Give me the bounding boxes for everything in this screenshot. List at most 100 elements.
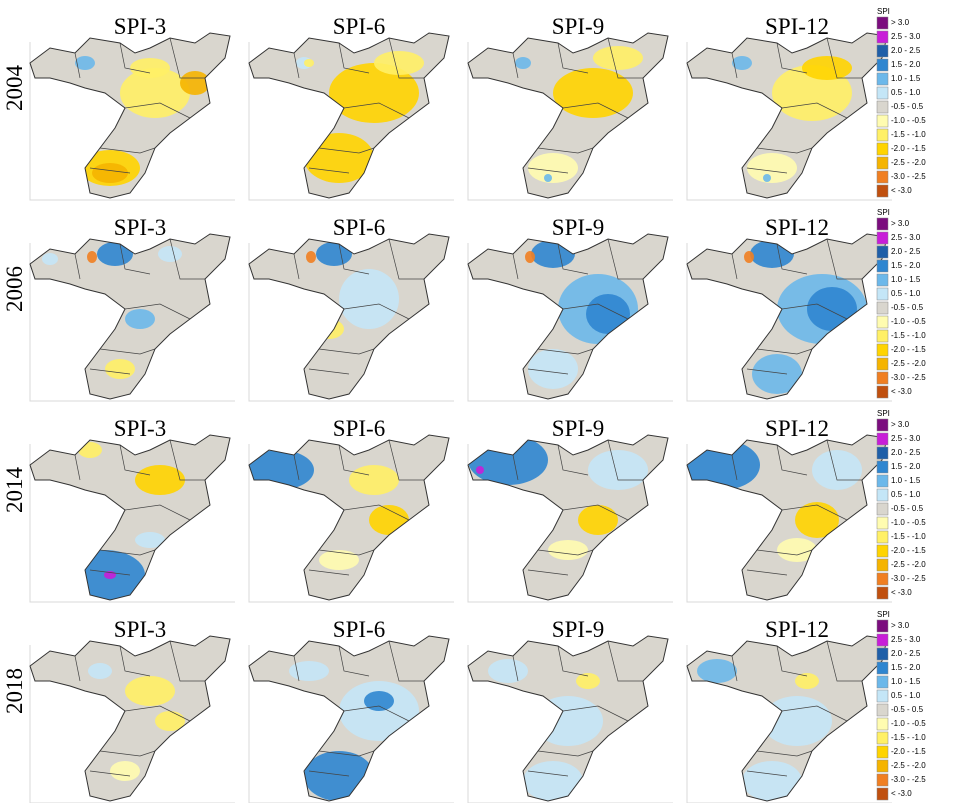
legend-label: 1.5 - 2.0	[891, 261, 921, 270]
map	[468, 234, 668, 399]
legend-label: < -3.0	[891, 789, 912, 798]
legend-swatch	[877, 531, 888, 543]
legend-swatch	[877, 274, 888, 286]
legend-label: 0.5 - 1.0	[891, 88, 921, 97]
spi-field	[684, 440, 760, 490]
spi-field	[468, 435, 548, 485]
legend-swatch	[877, 316, 888, 328]
legend-swatch	[877, 87, 888, 99]
spi-field	[515, 57, 531, 69]
spi-field	[697, 659, 737, 683]
legend-swatch	[877, 101, 888, 113]
spi-field	[92, 163, 128, 183]
legend-swatch	[877, 17, 888, 29]
legend-title: SPI	[877, 7, 890, 16]
legend-title: SPI	[877, 208, 890, 217]
spi-field	[97, 242, 133, 266]
map	[684, 435, 887, 600]
legend-label: -3.0 - -2.5	[891, 172, 926, 181]
map	[30, 33, 230, 198]
legend-swatch	[877, 157, 888, 169]
panel-title: SPI-3	[114, 617, 166, 642]
legend-label: -2.5 - -2.0	[891, 560, 926, 569]
legend-label: 1.0 - 1.5	[891, 476, 921, 485]
legend-label: 1.0 - 1.5	[891, 677, 921, 686]
legend-label: 1.0 - 1.5	[891, 275, 921, 284]
map	[468, 636, 668, 801]
spi-field	[795, 673, 819, 689]
row-year: 2018	[2, 668, 27, 714]
legend-swatch	[877, 447, 888, 459]
legend-swatch	[877, 115, 888, 127]
legend-swatch	[877, 73, 888, 85]
spi-field	[528, 349, 578, 389]
spi-field	[87, 251, 97, 263]
spi-field	[742, 761, 802, 801]
legend-label: -1.5 - -1.0	[891, 331, 926, 340]
legend-label: -0.5 - 0.5	[891, 303, 924, 312]
legend-label: 0.5 - 1.0	[891, 691, 921, 700]
legend-swatch	[877, 45, 888, 57]
legend-label: -1.0 - -0.5	[891, 518, 926, 527]
spi-field	[593, 46, 643, 70]
legend-swatch	[877, 433, 888, 445]
legend-label: -2.5 - -2.0	[891, 158, 926, 167]
spi-field	[130, 58, 170, 78]
legend-label: > 3.0	[891, 18, 910, 27]
legend-swatch	[877, 246, 888, 258]
legend-swatch	[877, 461, 888, 473]
panel-title: SPI-6	[333, 617, 385, 642]
legend-label: 2.0 - 2.5	[891, 247, 921, 256]
legend-swatch	[877, 59, 888, 71]
spi-field	[78, 442, 102, 458]
legend-swatch	[877, 129, 888, 141]
legend-swatch	[877, 587, 888, 599]
map	[468, 435, 668, 600]
legend-swatch	[877, 620, 888, 632]
panel-title: SPI-9	[552, 215, 604, 240]
spi-field	[244, 450, 314, 490]
legend-swatch	[877, 232, 888, 244]
legend-label: 1.5 - 2.0	[891, 663, 921, 672]
legend-label: -1.0 - -0.5	[891, 317, 926, 326]
spi-field	[525, 251, 535, 263]
legend-label: -0.5 - 0.5	[891, 504, 924, 513]
panel-title: SPI-3	[114, 416, 166, 441]
panel-title: SPI-3	[114, 14, 166, 39]
legend-swatch	[877, 503, 888, 515]
legend-swatch	[877, 746, 888, 758]
spi-field	[316, 242, 352, 266]
map	[30, 435, 230, 600]
spi-field	[763, 174, 771, 182]
spi-field	[812, 450, 862, 490]
spi-field	[105, 359, 135, 379]
legend-label: < -3.0	[891, 387, 912, 396]
row-year: 2006	[2, 266, 27, 312]
legend-label: > 3.0	[891, 621, 910, 630]
legend-label: -1.5 - -1.0	[891, 130, 926, 139]
spi-field	[586, 294, 630, 334]
legend-swatch	[877, 386, 888, 398]
spi-field	[576, 673, 600, 689]
map	[30, 636, 230, 801]
spi-field	[523, 761, 583, 801]
legend-swatch	[877, 662, 888, 674]
legend-swatch	[877, 358, 888, 370]
legend-swatch	[877, 545, 888, 557]
legend-label: 2.5 - 3.0	[891, 635, 921, 644]
spi-field	[374, 51, 424, 75]
spi-field	[553, 68, 633, 118]
legend-label: -1.5 - -1.0	[891, 733, 926, 742]
legend-label: > 3.0	[891, 219, 910, 228]
panel-title: SPI-6	[333, 416, 385, 441]
legend-swatch	[877, 31, 888, 43]
spi-field	[488, 659, 528, 683]
legend-swatch	[877, 788, 888, 800]
spi-field	[531, 240, 575, 268]
legend-label: > 3.0	[891, 420, 910, 429]
legend-swatch	[877, 489, 888, 501]
spi-field	[802, 56, 852, 80]
legend-swatch	[877, 372, 888, 384]
legend-label: -1.0 - -0.5	[891, 116, 926, 125]
panel-title: SPI-9	[552, 416, 604, 441]
